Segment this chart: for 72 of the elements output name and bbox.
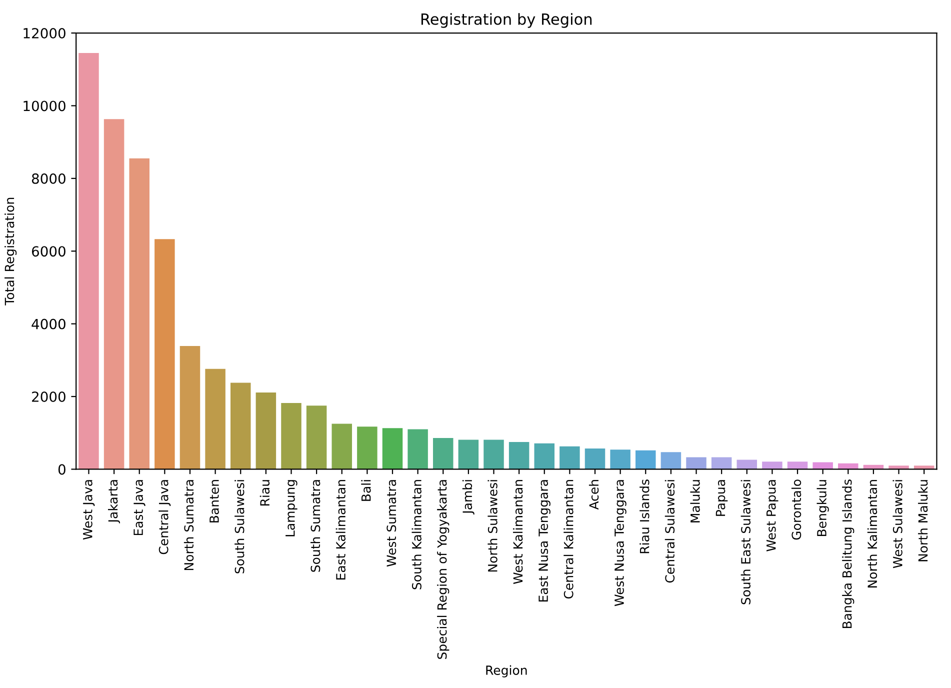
y-tick-label: 6000: [32, 246, 66, 257]
y-tick-label: 12000: [24, 28, 66, 38]
x-tick-label: Riau Islands: [640, 480, 650, 554]
x-tick-label: Maluku: [690, 480, 700, 522]
bar: [686, 457, 706, 470]
bar: [711, 457, 732, 470]
bar: [508, 442, 530, 470]
bar: [534, 443, 555, 470]
bar: [458, 440, 479, 470]
bar: [256, 392, 276, 470]
bar: [205, 368, 226, 470]
x-tick-label: Bangka Belitung Islands: [842, 480, 854, 628]
bar: [610, 450, 630, 470]
x-tick-label: West Sulawesi: [892, 480, 902, 568]
bar: [281, 403, 302, 470]
x-tick-label: North Kalimantan: [867, 480, 878, 588]
bar: [433, 438, 454, 470]
x-axis-title: Region: [486, 665, 527, 678]
x-tick-label: Lampung: [286, 480, 298, 536]
x-tick-label: Papua: [716, 480, 728, 516]
x-tick-label: Central Java: [158, 480, 171, 554]
x-tick-label: South East Sulawesi: [740, 480, 751, 604]
x-tick-label: Banten: [210, 480, 219, 522]
x-tick-label: North Maluku: [918, 480, 928, 562]
x-tick-label: North Sumatra: [184, 480, 194, 570]
x-tick-label: West Java: [83, 480, 95, 540]
bar: [357, 426, 378, 470]
x-tick-label: West Papua: [766, 480, 778, 552]
x-tick-label: Aceh: [588, 480, 599, 510]
y-tick-label: 8000: [32, 173, 66, 184]
x-tick-label: Bali: [361, 480, 371, 501]
y-axis-title: Total Registration: [4, 198, 17, 306]
chart-title: Registration by Region: [421, 13, 592, 28]
x-tick-label: Central Sulawesi: [664, 480, 675, 583]
x-tick-label: Bengkulu: [816, 480, 829, 536]
bar: [584, 448, 606, 470]
x-tick-label: East Nusa Tenggara: [538, 480, 550, 602]
x-tick-label: East Kalimantan: [336, 480, 346, 580]
bar: [560, 446, 580, 470]
y-tick-label: 2000: [32, 391, 66, 402]
x-tick-label: Special Region of Yogyakarta: [437, 480, 450, 659]
bar: [180, 346, 200, 470]
bar: [660, 452, 682, 470]
bar: [636, 450, 656, 470]
y-tick-label: 0: [58, 464, 66, 475]
x-tick-label: East Java: [134, 480, 146, 536]
x-tick-label: South Sumatra: [310, 480, 320, 572]
x-tick-label: Riau: [260, 480, 270, 506]
bar: [104, 119, 124, 470]
bar: [230, 382, 251, 470]
x-tick-label: Jakarta: [108, 480, 120, 524]
x-tick-label: South Kalimantan: [412, 480, 422, 590]
x-tick-label: South Sulawesi: [234, 480, 244, 574]
bar: [78, 53, 99, 470]
bar: [306, 406, 327, 470]
bar: [762, 462, 782, 470]
bar: [787, 462, 808, 470]
x-tick-label: West Kalimantan: [513, 480, 523, 584]
x-tick-label: North Sulawesi: [488, 480, 498, 572]
bar: [408, 429, 428, 470]
x-tick-label: West Nusa Tenggara: [614, 480, 626, 606]
bar: [332, 424, 352, 470]
x-tick-label: Gorontalo: [791, 480, 802, 540]
x-tick-label: Central Kalimantan: [564, 480, 574, 599]
y-tick-label: 10000: [24, 100, 66, 112]
bar: [154, 239, 175, 470]
bar: [129, 158, 150, 470]
x-tick-label: West Sumatra: [386, 480, 396, 567]
x-tick-label: Jambi: [462, 480, 474, 515]
y-tick-label: 4000: [32, 318, 66, 330]
bar: [484, 440, 504, 470]
bar: [382, 428, 403, 470]
